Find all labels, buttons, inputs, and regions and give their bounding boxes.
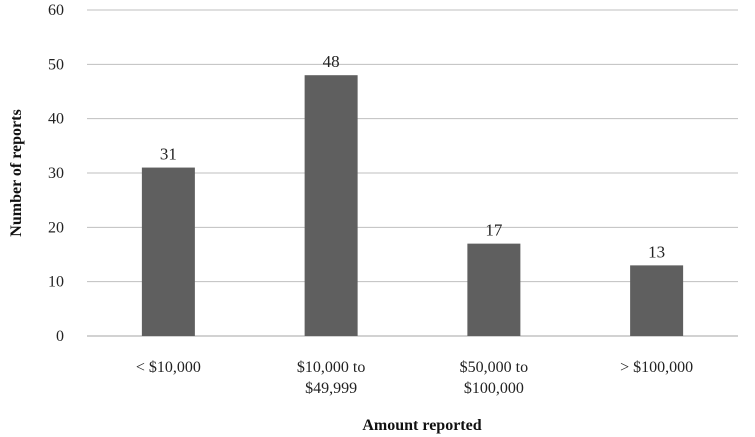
y-tick-label: 60 — [48, 2, 64, 19]
bar — [141, 167, 195, 336]
y-tick-label: 10 — [48, 274, 64, 291]
x-axis-ticks: < $10,000 $10,000 to $49,999 $50,000 to $100… — [136, 359, 693, 397]
bar — [304, 75, 358, 336]
y-tick-label: 40 — [48, 111, 64, 128]
y-tick-label: 50 — [48, 56, 64, 73]
x-tick-label: > $100,000 — [620, 359, 693, 376]
x-axis-title: Amount reported — [362, 417, 481, 434]
bar — [630, 265, 684, 336]
bar — [467, 243, 521, 336]
y-tick-label: 0 — [56, 328, 64, 345]
y-tick-label: 20 — [48, 219, 64, 236]
x-tick-label: < $10,000 — [136, 359, 201, 376]
data-label: 17 — [485, 221, 503, 240]
x-tick-label: $10,000 to $49,999 — [297, 359, 365, 397]
data-label: 31 — [160, 145, 177, 164]
y-axis-ticks: 0 10 20 30 40 50 60 — [48, 2, 64, 345]
y-tick-label: 30 — [48, 165, 64, 182]
gridlines — [87, 9, 738, 337]
data-label: 48 — [323, 52, 340, 71]
data-labels: 31 48 17 13 — [160, 52, 665, 261]
y-axis-title: Number of reports — [8, 109, 25, 236]
data-label: 13 — [648, 242, 665, 261]
x-tick-label: $50,000 to $100,000 — [460, 359, 528, 397]
bars — [141, 75, 684, 336]
